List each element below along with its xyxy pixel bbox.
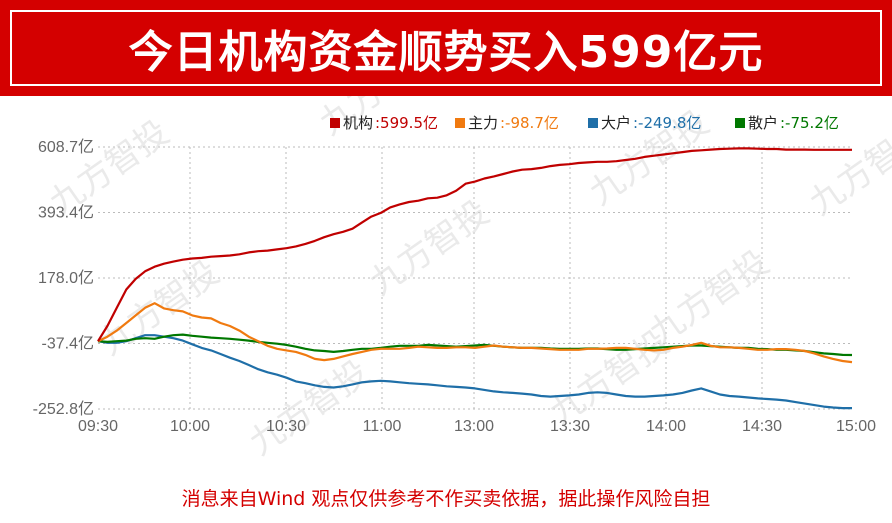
flow-chart: 九方智投九方智投九方智投九方智投九方智投九方智投九方智投九方智投九方智投 608… — [33, 96, 892, 463]
legend-swatch — [735, 118, 745, 128]
legend-value: :599.5亿 — [375, 114, 438, 132]
watermark-text: 九方智投 — [542, 323, 676, 434]
x-axis: 09:30 10:00 10:30 11:00 13:00 13:30 14:00 14:30… — [78, 418, 876, 435]
title-frame: 今日机构资金顺势买入599亿元 — [10, 10, 882, 86]
x-tick-label: 13:30 — [550, 418, 590, 435]
watermark-text: 九方智投 — [92, 253, 226, 364]
legend-name: 散户 — [748, 114, 778, 132]
title-banner: 今日机构资金顺势买入599亿元 — [0, 0, 892, 96]
y-tick-label: 393.4亿 — [38, 203, 94, 221]
x-tick-label: 14:00 — [646, 418, 686, 435]
grid — [98, 146, 852, 410]
x-tick-label: 13:00 — [454, 418, 494, 435]
page-title: 今日机构资金顺势买入599亿元 — [128, 27, 764, 78]
legend-swatch — [330, 118, 340, 128]
x-tick-label: 11:00 — [363, 418, 402, 435]
legend-swatch — [455, 118, 465, 128]
x-tick-label: 15:00 — [836, 418, 876, 435]
legend-swatch — [588, 118, 598, 128]
series-line-1 — [97, 302, 853, 364]
watermark-text: 九方智投 — [242, 353, 376, 464]
x-tick-label: 10:30 — [266, 418, 306, 435]
disclaimer-text: 消息来自Wind 观点仅供参考不作买卖依据，据此操作风险自担 — [181, 488, 711, 510]
legend: 机构:599.5亿 主力:-98.7亿 大户:-249.8亿 散户:-75.2亿 — [330, 114, 839, 132]
x-tick-label: 10:00 — [170, 418, 210, 435]
y-tick-label: 178.0亿 — [38, 269, 94, 287]
y-tick-label: -37.4亿 — [42, 334, 94, 352]
series-line-2 — [97, 334, 852, 410]
series-line-3 — [97, 333, 853, 357]
y-tick-label: 608.7亿 — [38, 138, 94, 156]
legend-value: :-98.7亿 — [500, 114, 559, 132]
legend-name: 主力 — [468, 114, 498, 132]
x-tick-label: 14:30 — [742, 418, 782, 435]
legend-name: 机构 — [343, 114, 373, 132]
legend-value: :-249.8亿 — [633, 114, 701, 132]
series-line-0 — [97, 147, 852, 342]
y-axis: 608.7亿 393.4亿 178.0亿 -37.4亿 -252.8亿 — [33, 138, 94, 418]
watermark-layer: 九方智投九方智投九方智投九方智投九方智投九方智投九方智投九方智投九方智投 — [42, 96, 892, 463]
legend-name: 大户 — [601, 114, 631, 132]
y-tick-label: -252.8亿 — [33, 400, 94, 418]
series-lines — [97, 147, 853, 410]
x-tick-label: 09:30 — [78, 418, 118, 435]
legend-value: :-75.2亿 — [780, 114, 839, 132]
